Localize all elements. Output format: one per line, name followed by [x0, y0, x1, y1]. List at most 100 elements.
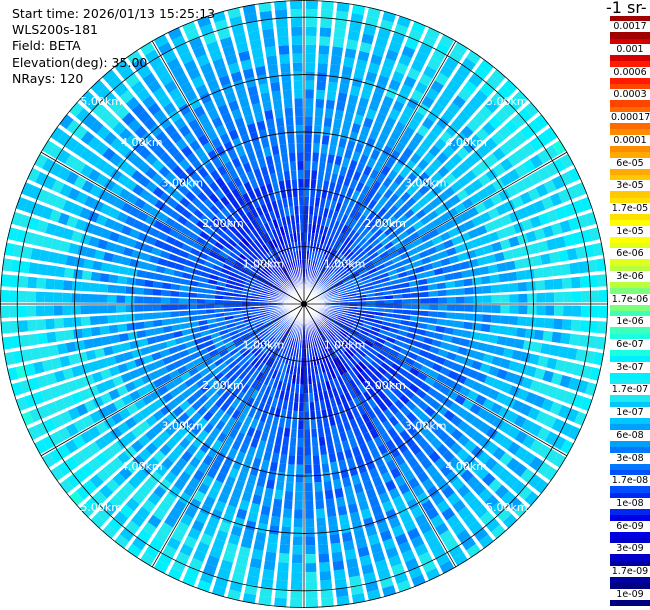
- range-gate-cell: [408, 566, 423, 579]
- range-gate-cell: [308, 384, 313, 394]
- range-gate-cell: [346, 140, 356, 151]
- range-gate-cell: [563, 203, 576, 217]
- range-gate-cell: [177, 215, 188, 226]
- range-gate-cell: [318, 263, 325, 272]
- range-gate-cell: [264, 212, 272, 223]
- range-gate-cell: [291, 242, 296, 252]
- range-gate-cell: [324, 256, 331, 266]
- range-gate-cell: [529, 137, 543, 152]
- range-gate-cell: [328, 452, 337, 463]
- range-gate-cell: [324, 426, 332, 437]
- range-gate-cell: [262, 286, 272, 291]
- range-gate-cell: [217, 104, 230, 116]
- range-gate-cell: [185, 165, 197, 178]
- range-gate-cell: [174, 394, 186, 405]
- range-gate-cell: [262, 255, 270, 264]
- range-gate-cell: [405, 372, 416, 383]
- range-gate-cell: [305, 518, 315, 528]
- range-gate-cell: [96, 468, 111, 483]
- ray-separator: [240, 6, 305, 305]
- ray-separator: [209, 303, 305, 594]
- range-gate-cell: [334, 155, 343, 166]
- range-gate-cell: [377, 74, 390, 87]
- range-gate-cell: [126, 50, 142, 65]
- range-gate-cell: [459, 365, 471, 376]
- range-gate-cell: [110, 457, 124, 471]
- range-gate-cell: [423, 239, 435, 249]
- range-ring-label: 3.00km: [405, 420, 447, 433]
- range-gate-cell: [250, 159, 259, 171]
- range-gate-cell: [214, 188, 225, 200]
- range-gate-cell: [40, 206, 53, 220]
- range-gate-cell: [211, 459, 222, 471]
- range-gate-cell: [299, 402, 304, 412]
- range-gate-cell: [283, 315, 291, 322]
- range-gate-cell: [346, 494, 356, 505]
- range-gate-cell: [374, 370, 384, 380]
- range-gate-cell: [321, 324, 328, 332]
- range-gate-cell: [373, 283, 383, 289]
- range-gate-cell: [410, 443, 422, 456]
- range-gate-cell: [282, 363, 288, 373]
- range-gate-cell: [281, 216, 287, 227]
- range-gate-cell: [289, 598, 303, 608]
- range-gate-cell: [471, 417, 484, 430]
- range-gate-cell: [552, 453, 567, 468]
- range-gate-cell: [196, 541, 210, 554]
- range-gate-cell: [313, 260, 318, 270]
- range-gate-cell: [283, 499, 293, 510]
- range-gate-cell: [124, 178, 137, 191]
- range-gate-cell: [214, 408, 225, 420]
- range-gate-cell: [279, 454, 288, 464]
- range-gate-cell: [305, 482, 313, 492]
- range-gate-cell: [259, 295, 269, 299]
- range-gate-cell: [317, 427, 325, 438]
- range-gate-cell: [65, 255, 77, 267]
- range-gate-cell: [295, 116, 303, 126]
- ray-separator: [303, 67, 496, 305]
- ray-separator: [287, 0, 305, 305]
- range-gate-cell: [366, 336, 376, 344]
- range-gate-cell: [198, 394, 209, 405]
- range-gate-cell: [259, 309, 269, 313]
- range-gate-cell: [352, 259, 362, 267]
- range-gate-cell: [383, 241, 394, 250]
- range-gate-cell: [356, 435, 365, 446]
- range-gate-cell: [45, 401, 59, 416]
- range-gate-cell: [222, 172, 232, 184]
- range-gate-cell: [428, 228, 439, 239]
- range-gate-cell: [355, 364, 364, 374]
- range-gate-cell: [246, 21, 259, 33]
- range-gate-cell: [173, 151, 185, 164]
- ray-separator: [303, 303, 470, 560]
- range-gate-cell: [27, 425, 41, 441]
- range-gate-cell: [124, 445, 137, 459]
- range-gate-cell: [275, 480, 285, 491]
- range-gate-cell: [405, 197, 417, 208]
- range-gate-cell: [179, 51, 194, 65]
- range-gate-cell: [161, 311, 171, 319]
- range-gate-cell: [451, 362, 463, 373]
- colorbar-tick-label: 6e-07: [610, 339, 650, 351]
- range-gate-cell: [452, 328, 463, 337]
- range-gate-cell: [457, 506, 472, 520]
- range-gate-cell: [44, 305, 54, 316]
- range-gate-cell: [387, 427, 398, 439]
- range-gate-cell: [444, 57, 459, 71]
- range-gate-cell: [427, 210, 439, 221]
- range-gate-cell: [310, 179, 317, 189]
- range-gate-cell: [279, 226, 286, 236]
- range-gate-cell: [462, 398, 474, 411]
- colorbar-tick-label: 6e-08: [610, 429, 650, 441]
- range-gate-cell: [287, 318, 294, 326]
- range-gate-cell: [422, 35, 437, 49]
- range-gate-cell: [225, 54, 238, 66]
- range-gate-cell: [79, 502, 95, 518]
- range-gate-cell: [185, 406, 196, 418]
- range-gate-cell: [185, 566, 200, 579]
- range-gate-cell: [252, 140, 262, 151]
- range-gate-cell: [144, 49, 160, 64]
- range-gate-cell: [212, 264, 223, 272]
- range-gate-cell: [425, 330, 435, 338]
- range-gate-cell: [472, 322, 482, 331]
